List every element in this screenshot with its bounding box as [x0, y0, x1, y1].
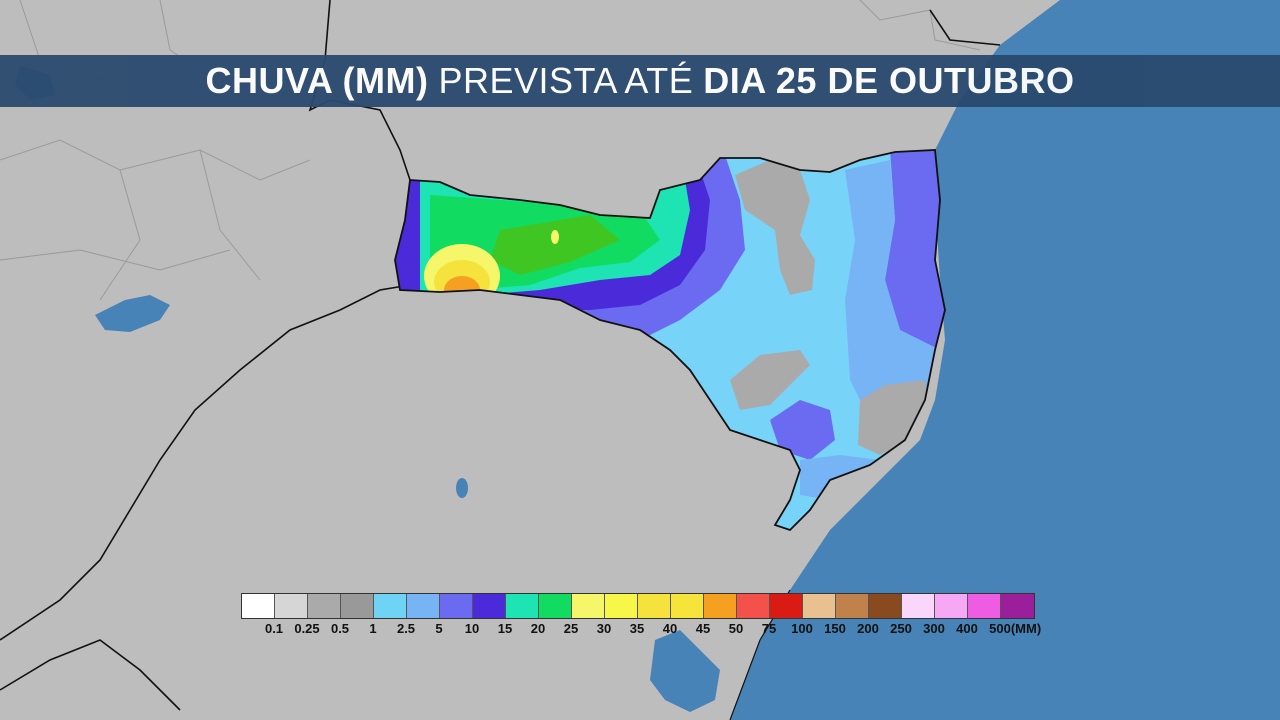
legend-tick-label: 300 — [923, 621, 945, 636]
legend-tick-label: 100 — [791, 621, 813, 636]
legend-tick-label: 25 — [563, 621, 579, 636]
lagoon-south — [650, 630, 720, 712]
legend-swatch — [473, 594, 506, 618]
legend-tick-label: 500 — [989, 621, 1011, 636]
legend-tick-label: 35 — [629, 621, 645, 636]
legend-swatch — [242, 594, 275, 618]
legend-swatch — [539, 594, 572, 618]
legend-swatch — [869, 594, 902, 618]
lake-west — [95, 295, 170, 332]
rain-band-5mm-south — [770, 400, 835, 460]
legend-swatch — [275, 594, 308, 618]
legend-swatch — [341, 594, 374, 618]
state-outline-santa-catarina — [394, 149, 946, 532]
title-part-3: DIA 25 DE OUTUBRO — [703, 60, 1075, 101]
legend-swatch — [1001, 594, 1034, 618]
legend-tick-label: 400 — [956, 621, 978, 636]
legend-swatch — [638, 594, 671, 618]
legend-tick-label: 2.5 — [396, 621, 416, 636]
legend-tick-label: 0.25 — [294, 621, 320, 636]
legend-swatch — [572, 594, 605, 618]
ocean — [730, 0, 1280, 720]
legend-tick-label: 45 — [695, 621, 711, 636]
legend-swatch — [671, 594, 704, 618]
low-rain-patch-central — [730, 350, 810, 410]
rain-legend-ticks: 0.1 0.25 0.5 1 2.5 5 10 15 20 25 30 35 40 45 50 75 100 15… — [241, 621, 1141, 641]
legend-tick-label: 10 — [464, 621, 480, 636]
legend-tick-label: 150 — [824, 621, 846, 636]
legend-swatch — [902, 594, 935, 618]
rain-band-30mm — [490, 215, 620, 275]
legend-swatch — [506, 594, 539, 618]
legend-swatch — [407, 594, 440, 618]
legend-swatch — [374, 594, 407, 618]
legend-swatch — [803, 594, 836, 618]
legend-tick-label: 50 — [728, 621, 744, 636]
legend-swatch — [308, 594, 341, 618]
rain-legend — [241, 593, 1035, 619]
low-rain-patch-north — [735, 160, 815, 295]
legend-swatch — [605, 594, 638, 618]
legend-swatch — [440, 594, 473, 618]
legend-swatch — [968, 594, 1001, 618]
legend-tick-label: 30 — [596, 621, 612, 636]
rain-spot-yellow — [551, 230, 559, 244]
legend-tick-label: 1 — [369, 621, 377, 636]
legend-swatch — [737, 594, 770, 618]
legend-tick-label: 5 — [435, 621, 443, 636]
legend-tick-label: 0.1 — [264, 621, 284, 636]
legend-tick-label: 250 — [890, 621, 912, 636]
legend-tick-label: (MM) — [1010, 621, 1042, 636]
legend-swatch — [770, 594, 803, 618]
legend-swatch — [935, 594, 968, 618]
legend-tick-label: 0.5 — [330, 621, 350, 636]
title-banner: CHUVA (MM) PREVISTA ATÉ DIA 25 DE OUTUBR… — [0, 55, 1280, 107]
legend-tick-label: 15 — [497, 621, 513, 636]
legend-tick-label: 200 — [857, 621, 879, 636]
legend-tick-label: 20 — [530, 621, 546, 636]
title-part-2: PREVISTA ATÉ — [438, 60, 694, 101]
legend-swatch — [836, 594, 869, 618]
legend-swatch — [704, 594, 737, 618]
title-part-1: CHUVA (MM) — [205, 60, 429, 101]
legend-tick-label: 75 — [761, 621, 777, 636]
lake-small — [456, 478, 468, 498]
legend-tick-label: 40 — [662, 621, 678, 636]
